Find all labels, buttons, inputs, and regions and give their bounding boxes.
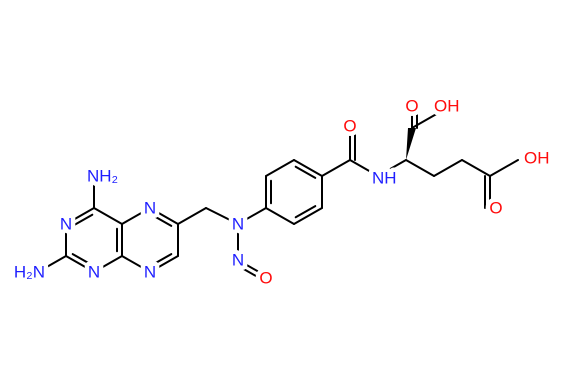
bond [93, 207, 123, 225]
bond [150, 253, 173, 267]
bond [377, 159, 407, 177]
bond [294, 205, 317, 219]
bond [405, 159, 435, 177]
bond [71, 213, 94, 227]
bond [265, 159, 295, 177]
bond [349, 159, 379, 177]
bond [293, 207, 323, 225]
atom-label: OH [434, 97, 460, 116]
atom-label: N [88, 263, 100, 282]
atom-label: O [405, 97, 418, 116]
bond [234, 263, 265, 282]
atom-label: NH [372, 169, 397, 188]
bond [489, 159, 519, 177]
atom-label: N [144, 199, 156, 218]
bond [37, 255, 67, 273]
bond [150, 213, 173, 227]
atom-label: N [60, 215, 72, 234]
bonds [37, 103, 519, 282]
wedge-bond [406, 128, 416, 160]
bond [294, 165, 317, 179]
atom-label: O [259, 269, 272, 288]
atom-label: O [489, 199, 502, 218]
bond [149, 207, 179, 225]
bond [149, 255, 179, 273]
atom-label: NH₂ [87, 167, 118, 186]
bond [321, 159, 351, 177]
bond [65, 255, 95, 273]
bond [433, 159, 463, 177]
atom-label: N [144, 263, 156, 282]
bond [121, 255, 151, 273]
bond [121, 207, 151, 225]
atom-label: N [232, 251, 244, 270]
bond [461, 159, 491, 177]
atom-label: H₂N [14, 263, 45, 282]
atom-label: O [343, 117, 356, 136]
bond [237, 207, 267, 225]
bond [205, 207, 239, 225]
bond [65, 207, 95, 225]
atom-label: OH [524, 149, 550, 168]
bond [177, 207, 207, 225]
atom-labels: NH₂ N N N N H₂N N N O O NH O OH O OH [9, 92, 554, 292]
bond [71, 253, 94, 267]
atom-label: N [232, 215, 244, 234]
bond [237, 259, 267, 277]
bond [93, 255, 123, 273]
bond [265, 207, 295, 225]
bond [411, 111, 441, 129]
bond [293, 159, 323, 177]
